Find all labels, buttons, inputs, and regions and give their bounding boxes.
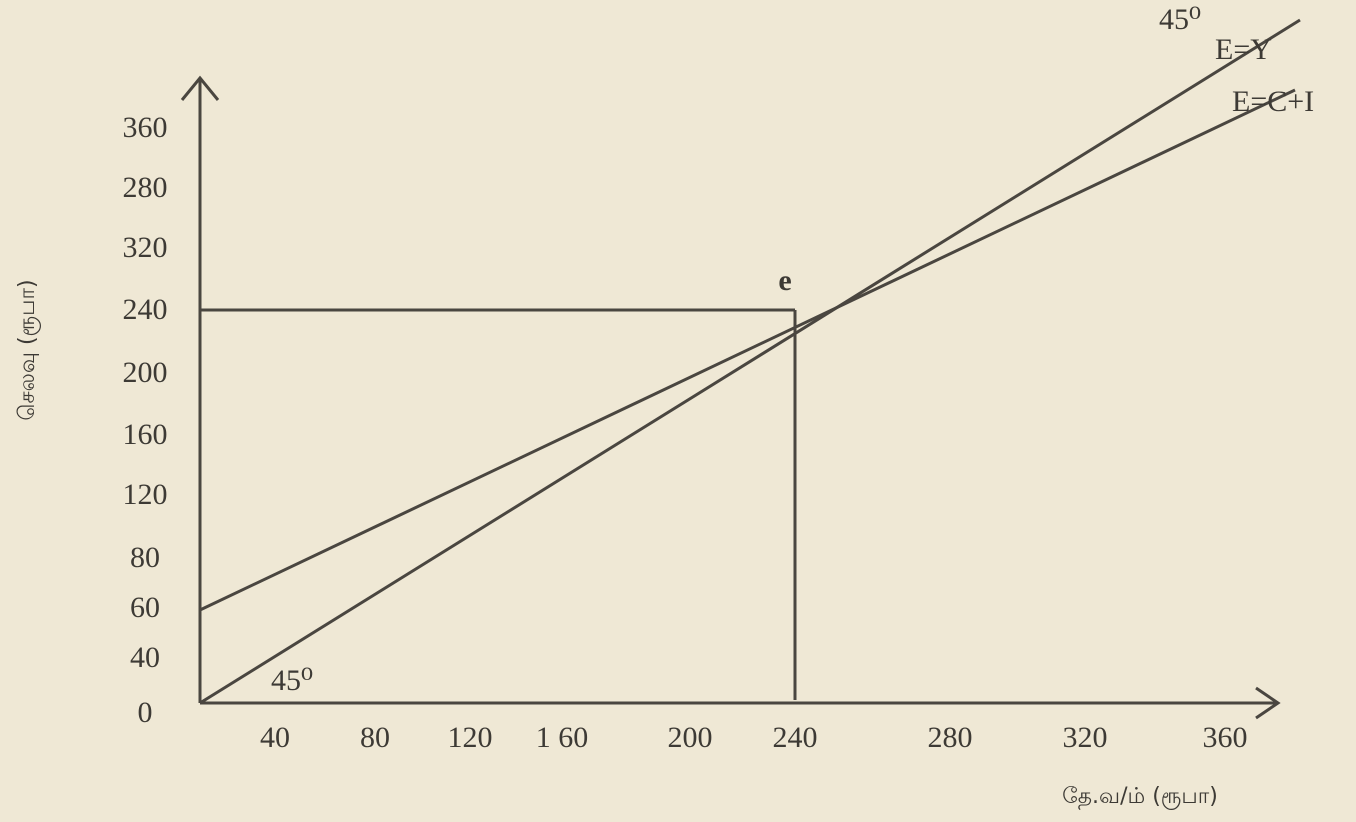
angle-label: 45⁰	[271, 664, 313, 697]
x-tick-label: 40	[260, 721, 290, 754]
x-tick-label: 200	[668, 721, 713, 754]
x-tick-label: 240	[773, 721, 818, 754]
angle-label: 45⁰	[1159, 3, 1201, 36]
y-tick-label: 80	[130, 541, 160, 574]
y-tick-label: 0	[138, 696, 153, 729]
line-label: E=Y	[1215, 33, 1272, 66]
y-tick-label: 240	[123, 293, 168, 326]
y-tick-label: 200	[123, 356, 168, 389]
x-tick-label: 1 60	[536, 721, 589, 754]
y-tick-label: 360	[123, 111, 168, 144]
x-axis-arrow	[1255, 686, 1281, 720]
y-tick-label: 40	[130, 641, 160, 674]
y-tick-label: 280	[123, 171, 168, 204]
y-tick-label: 160	[123, 418, 168, 451]
y-tick-label: 320	[123, 231, 168, 264]
x-axis-title: தே.வ/ம் (ரூபா)	[1062, 784, 1218, 810]
line-e-equals-c-plus-i	[199, 88, 1296, 612]
y-axis-title: செலவு (ரூபா)	[15, 279, 41, 420]
x-tick-label: 280	[928, 721, 973, 754]
line-e-equals-y	[199, 18, 1301, 705]
equilibrium-label: e	[778, 264, 791, 297]
line-label: E=C+I	[1232, 85, 1314, 118]
y-tick-label: 60	[130, 591, 160, 624]
x-tick-label: 120	[448, 721, 493, 754]
x-tick-label: 320	[1063, 721, 1108, 754]
y-axis-arrow	[180, 75, 220, 101]
y-tick-label: 120	[123, 478, 168, 511]
x-tick-label: 360	[1203, 721, 1248, 754]
x-tick-label: 80	[360, 721, 390, 754]
